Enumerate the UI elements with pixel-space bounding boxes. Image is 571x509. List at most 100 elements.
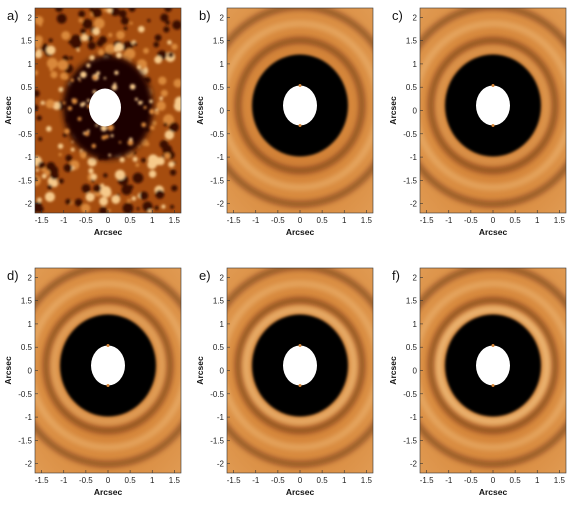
speckle	[99, 196, 109, 206]
x-tick-label: 0	[491, 216, 496, 225]
ripple-ring	[428, 37, 558, 174]
central-mask	[283, 345, 317, 386]
speckle	[100, 183, 105, 188]
speckle	[127, 198, 131, 203]
x-tick-label: -1.5	[35, 476, 49, 485]
speckle	[78, 10, 86, 18]
speckle	[70, 34, 81, 45]
speckle	[48, 38, 53, 43]
y-tick-label: -1.5	[210, 176, 224, 185]
ripple-ring	[420, 21, 566, 190]
x-tick-label: -1	[445, 476, 453, 485]
speckle	[169, 122, 179, 133]
speckle	[85, 22, 92, 29]
speckle	[153, 41, 160, 48]
speckle	[150, 125, 155, 130]
speckle	[128, 8, 136, 13]
x-tick-label: 0.5	[317, 476, 329, 485]
speckle	[161, 204, 166, 209]
y-tick-label: 0	[28, 367, 33, 376]
x-tick-label: -1	[445, 216, 453, 225]
speckle	[67, 106, 73, 111]
mask-dot	[298, 84, 302, 87]
x-tick-label: -0.5	[271, 476, 285, 485]
speckle	[110, 8, 120, 17]
x-tick-label: 1	[342, 476, 347, 485]
speckle	[159, 140, 169, 149]
panel-label: c)	[392, 8, 403, 23]
speckle	[77, 116, 82, 121]
speckle	[99, 206, 108, 213]
speckle	[173, 78, 181, 88]
speckle	[92, 75, 97, 81]
ripple-ring	[420, 268, 566, 467]
y-tick-label: 1	[413, 320, 418, 329]
speckle	[81, 183, 91, 193]
y-tick-label: 2	[413, 13, 418, 22]
speckle	[160, 89, 168, 97]
x-tick-label: 1.5	[169, 476, 181, 485]
speckle	[63, 75, 69, 80]
y-tick-label: 1	[28, 60, 33, 69]
x-tick-label: 0.5	[510, 476, 522, 485]
y-tick-label: -0.5	[210, 130, 224, 139]
bright-ring	[436, 306, 550, 425]
y-tick-label: -1	[410, 413, 418, 422]
speckle	[62, 133, 67, 138]
speckle	[80, 71, 87, 78]
speckle	[45, 99, 55, 109]
ripple-ring	[235, 297, 365, 434]
x-tick-label: 0	[106, 476, 111, 485]
speckle	[99, 35, 107, 44]
speckle	[69, 56, 73, 60]
speckle	[137, 25, 145, 33]
speckle	[114, 169, 126, 181]
x-tick-label: -1	[60, 216, 68, 225]
speckle	[129, 21, 133, 25]
speckle	[103, 76, 107, 80]
x-tick-label: -0.5	[464, 216, 478, 225]
y-tick-label: -1	[217, 413, 225, 422]
speckle	[35, 15, 44, 25]
speckle	[172, 20, 181, 30]
speckle	[155, 189, 165, 199]
speckle	[163, 122, 168, 127]
y-tick-label: -0.5	[18, 130, 32, 139]
y-tick-label: 1.5	[21, 297, 33, 306]
panel-label: a)	[7, 8, 19, 23]
speckle	[132, 156, 138, 162]
speckle	[151, 120, 157, 126]
speckle	[167, 40, 172, 45]
ripple-ring	[43, 297, 173, 434]
speckle	[91, 143, 97, 149]
y-tick-label: -2	[25, 200, 33, 209]
ripple-ring	[428, 297, 558, 434]
x-tick-label: 1.5	[361, 216, 373, 225]
y-tick-label: -0.5	[403, 390, 417, 399]
speckle	[164, 8, 172, 13]
speckle	[80, 28, 86, 34]
y-tick-label: -2	[410, 200, 418, 209]
speckle	[137, 65, 142, 70]
speckle	[164, 152, 171, 159]
x-tick-label: 1	[342, 216, 347, 225]
speckle	[163, 26, 170, 33]
speckle	[85, 192, 95, 202]
x-tick-label: -1	[252, 476, 260, 485]
y-tick-label: 0	[28, 107, 33, 116]
speckle	[78, 18, 84, 23]
speckle	[173, 100, 181, 112]
x-tick-label: 1	[150, 476, 155, 485]
speckle	[47, 184, 53, 190]
speckle	[131, 196, 137, 201]
speckle	[87, 35, 94, 42]
x-tick-label: 1.5	[554, 476, 566, 485]
speckle	[104, 43, 116, 55]
speckle	[86, 63, 91, 68]
speckle	[120, 16, 129, 25]
speckle	[70, 147, 75, 152]
y-tick-label: -1	[217, 153, 225, 162]
speckle	[61, 31, 71, 40]
x-axis-label: Arcsec	[286, 487, 315, 497]
